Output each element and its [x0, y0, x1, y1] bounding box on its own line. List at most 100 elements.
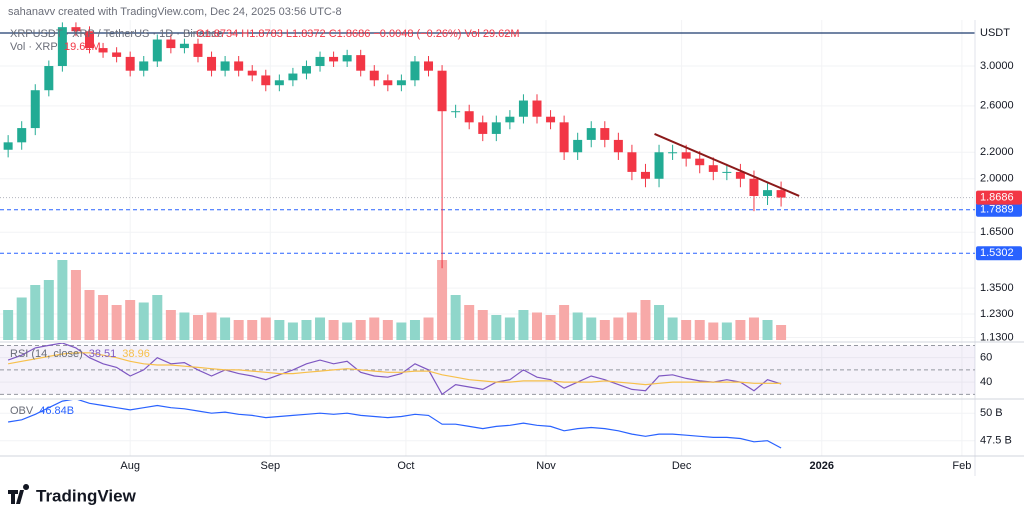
price-tag-label: 1.5302	[980, 247, 1014, 259]
y-tick-label: 60	[980, 352, 992, 364]
volume-bar	[274, 320, 285, 340]
candle-body	[505, 116, 515, 123]
series-line	[8, 400, 782, 449]
volume-bar	[667, 317, 678, 340]
candle-body	[112, 52, 122, 57]
volume-bar	[138, 302, 149, 340]
candle-body	[410, 61, 420, 81]
candle-body	[749, 178, 759, 196]
candle-body	[220, 61, 230, 71]
candle-body	[315, 56, 325, 67]
volume-bar	[206, 312, 217, 340]
volume-label: Vol · XRP	[10, 41, 58, 53]
currency: USDT	[980, 27, 1010, 39]
candle-body	[17, 128, 27, 143]
candle-body	[640, 171, 650, 179]
volume-bar	[626, 312, 637, 340]
candle-body	[152, 39, 162, 62]
brand-logo	[8, 484, 30, 504]
volume-bar	[233, 320, 244, 340]
volume-bar	[152, 295, 163, 340]
volume-bar	[681, 320, 692, 340]
volume-bar	[98, 295, 109, 340]
x-tick-label: Aug	[120, 460, 140, 472]
candle-body	[30, 90, 40, 129]
volume-bar	[260, 317, 271, 340]
y-tick-label: 3.0000	[980, 60, 1014, 72]
candle-body	[234, 61, 244, 71]
volume-bar	[247, 320, 258, 340]
volume-bar	[518, 310, 529, 340]
y-tick-label: 40	[980, 376, 992, 388]
candle-body	[71, 27, 81, 32]
candle-body	[708, 165, 718, 172]
volume-bar	[301, 320, 312, 340]
symbol: XRPUSDT · XRP / TetherUS · 1D · Binance	[10, 28, 223, 40]
candle-body	[600, 128, 610, 140]
candle-body	[464, 111, 474, 123]
volume-bar	[125, 300, 136, 340]
volume-bar	[776, 325, 787, 340]
credit: sahanavv created with TradingView.com, D…	[8, 6, 342, 18]
series-line	[7, 352, 782, 386]
volume-bar	[599, 320, 610, 340]
axis-layer: Aug Sep Oct Nov Dec 2026 Feb 3.0000 2.6000 2.2000…	[10, 60, 1022, 472]
price-pane	[0, 22, 975, 340]
candle-body	[491, 122, 501, 134]
x-tick-label: Sep	[261, 460, 281, 472]
volume-bar	[43, 280, 54, 340]
volume-bar	[477, 310, 488, 340]
candle-body	[166, 39, 176, 49]
volume-bar	[721, 322, 732, 340]
pane-legend: RSI (14, close)	[10, 348, 83, 360]
volume-value: 19.62M	[64, 41, 101, 53]
y-tick-label: 1.3500	[980, 282, 1014, 294]
candle-body	[356, 55, 366, 71]
ohlc: O1.8734 H1.8783 L1.8372 C1.8686 −0.0048 …	[196, 28, 520, 40]
volume-bar	[464, 305, 475, 340]
price-tag	[976, 190, 1022, 205]
candle-body	[654, 152, 664, 179]
candle-body	[559, 122, 569, 153]
volume-bar	[220, 317, 231, 340]
candle-body	[98, 48, 108, 53]
price-tag-label: 1.7889	[980, 204, 1014, 216]
candle-body	[532, 100, 542, 117]
candle-body	[383, 80, 393, 86]
y-tick-label: 2.6000	[980, 100, 1014, 112]
volume-bar	[192, 315, 203, 340]
candle-body	[329, 56, 339, 62]
trendline	[654, 133, 800, 197]
candle-body	[207, 56, 217, 71]
volume-bar	[450, 295, 461, 340]
y-tick-label: 1.1300	[980, 331, 1014, 343]
volume-bar	[165, 310, 176, 340]
legend-value: 38.51	[89, 348, 117, 360]
volume-bar	[111, 305, 122, 340]
candle-body	[125, 56, 135, 71]
volume-bar	[762, 320, 773, 340]
candle-body	[681, 152, 691, 159]
candle-body	[139, 61, 149, 71]
candle-body	[261, 75, 271, 86]
candle-body	[57, 27, 67, 67]
candle-body	[695, 158, 705, 166]
candle-body	[342, 55, 352, 62]
candle-body	[613, 139, 623, 153]
price-tag	[976, 246, 1022, 261]
volume-bar	[70, 270, 81, 340]
volume-bar	[57, 260, 68, 340]
volume-bar	[382, 320, 393, 340]
candle-body	[518, 100, 528, 117]
candle-body	[179, 43, 189, 49]
y-tick-label: 50 B	[980, 407, 1003, 419]
candle-body	[546, 116, 556, 123]
candle-body	[369, 70, 379, 81]
volume-bar	[586, 317, 597, 340]
candle-body	[288, 73, 298, 81]
volume-bar	[355, 320, 366, 340]
volume-bar	[654, 305, 665, 340]
candle-body	[586, 128, 596, 140]
y-tick-label: 47.5 B	[980, 435, 1012, 447]
